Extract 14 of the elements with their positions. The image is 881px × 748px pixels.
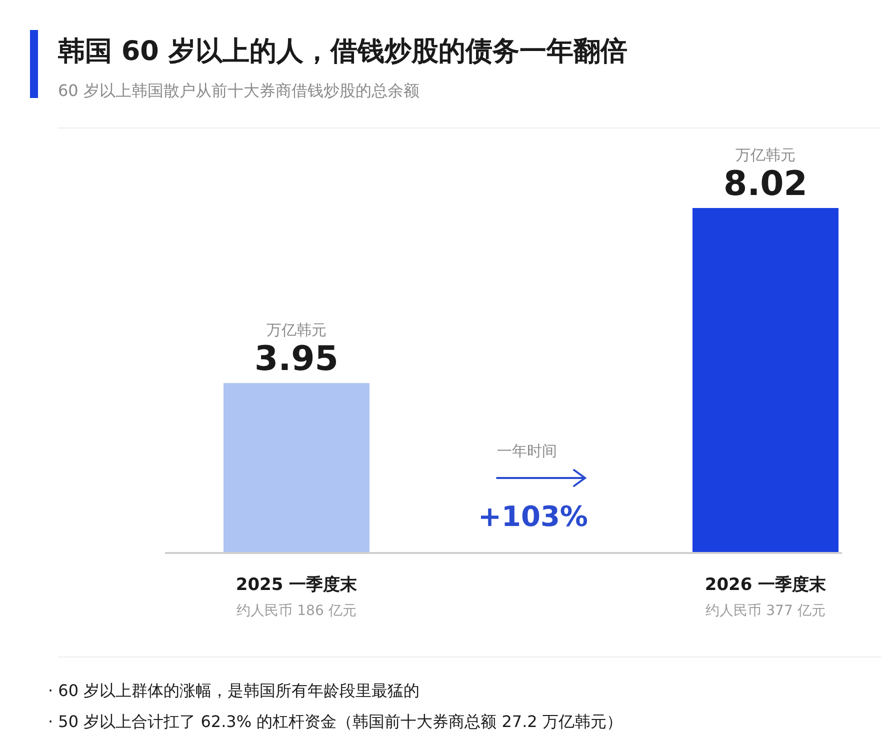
text: · 50 岁以上合计扛了 62.3% 的杠杆资金（韩国前十大券商总额 27.2 万亿韩元） <box>48 712 622 731</box>
chart-subtitle: 60 岁以上韩国散户从前十大券商借钱炒股的总余额 <box>58 81 420 100</box>
x-tick-label: 2025 一季度末 <box>236 575 358 595</box>
chart-title: 韩国 60 岁以上的人，借钱炒股的债务一年翻倍 <box>57 36 628 67</box>
annotation: 万亿韩元 <box>736 146 796 164</box>
text: 约人民币 186 亿元 <box>236 603 356 619</box>
annotation: 万亿韩元 <box>266 321 326 340</box>
annotation: +103% <box>478 500 588 533</box>
text: 约人民币 377 亿元 <box>706 603 826 619</box>
x-tick-label: 2026 一季度末 <box>704 575 828 595</box>
text: · 60 岁以上群体的涨幅，是韩国所有年龄段里最猛的 <box>48 681 420 700</box>
data-label: 3.95 <box>254 339 338 380</box>
annotation: 一年时间 <box>497 442 557 460</box>
data-label: 8.02 <box>724 164 808 204</box>
